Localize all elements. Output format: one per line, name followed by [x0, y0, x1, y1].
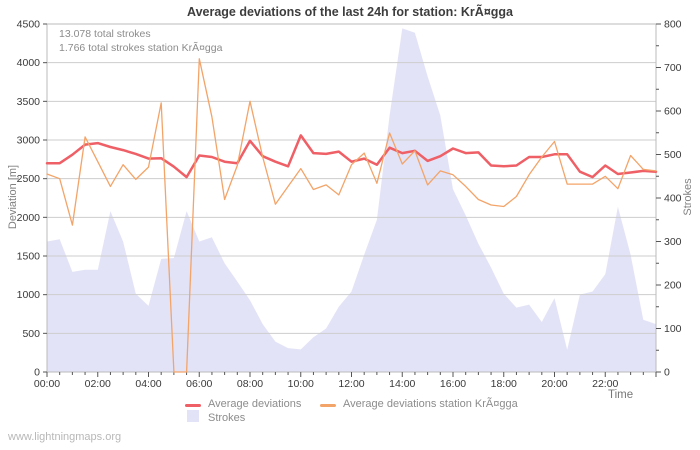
- x-tick-label: 08:00: [237, 378, 263, 390]
- right-tick-label: 700: [664, 62, 682, 74]
- x-tick-label: 18:00: [491, 378, 517, 390]
- left-tick-label: 2000: [17, 212, 41, 224]
- left-tick-label: 1000: [17, 289, 41, 301]
- x-axis-label: Time: [608, 389, 634, 401]
- x-tick-label: 16:00: [440, 378, 466, 390]
- chart-title: Average deviations of the last 24h for s…: [187, 5, 513, 19]
- x-tick-label: 02:00: [85, 378, 111, 390]
- x-tick-label: 20:00: [541, 378, 567, 390]
- left-tick-label: 3500: [17, 96, 41, 108]
- watermark: www.lightningmaps.org: [8, 431, 122, 443]
- left-tick-label: 3000: [17, 135, 41, 147]
- right-tick-label: 600: [664, 106, 682, 118]
- avg-deviations-line: [45, 134, 658, 179]
- right-tick-label: 0: [664, 367, 670, 379]
- left-tick-label: 4000: [17, 57, 41, 69]
- right-tick-label: 400: [664, 193, 682, 205]
- left-tick-label: 2500: [17, 173, 41, 185]
- right-tick-label: 200: [664, 280, 682, 292]
- x-tick-label: 22:00: [592, 378, 618, 390]
- legend-avg-deviations-label: Average deviations: [208, 398, 302, 410]
- x-tick-label: 06:00: [186, 378, 212, 390]
- x-tick-label: 14:00: [389, 378, 415, 390]
- left-tick-label: 4500: [17, 19, 41, 31]
- right-tick-label: 800: [664, 19, 682, 31]
- x-tick-label: 04:00: [135, 378, 161, 390]
- right-tick-label: 500: [664, 149, 682, 161]
- station-deviations-line: [46, 58, 657, 373]
- right-tick-label: 100: [664, 323, 682, 335]
- station-strokes-annotation: 1.766 total strokes station KrÃ¤gga: [59, 42, 223, 54]
- x-tick-label: 12:00: [338, 378, 364, 390]
- left-tick-label: 1500: [17, 251, 41, 263]
- strokes-area: [47, 28, 656, 373]
- right-tick-label: 300: [664, 236, 682, 248]
- x-tick-label: 00:00: [34, 378, 60, 390]
- left-tick-label: 0: [34, 367, 40, 379]
- x-tick-label: 10:00: [288, 378, 314, 390]
- legend-strokes-label: Strokes: [208, 412, 246, 424]
- legend-avg-deviations-swatch: [185, 404, 201, 407]
- legend-station-deviations-label: Average deviations station KrÃ¤gga: [343, 398, 518, 410]
- left-axis-label: Deviation [m]: [7, 164, 19, 230]
- legend-strokes-swatch: [187, 410, 199, 422]
- left-tick-label: 500: [22, 328, 40, 340]
- total-strokes-annotation: 13.078 total strokes: [59, 28, 151, 40]
- right-axis-label: Strokes: [682, 178, 694, 216]
- legend-station-deviations-swatch: [320, 404, 336, 407]
